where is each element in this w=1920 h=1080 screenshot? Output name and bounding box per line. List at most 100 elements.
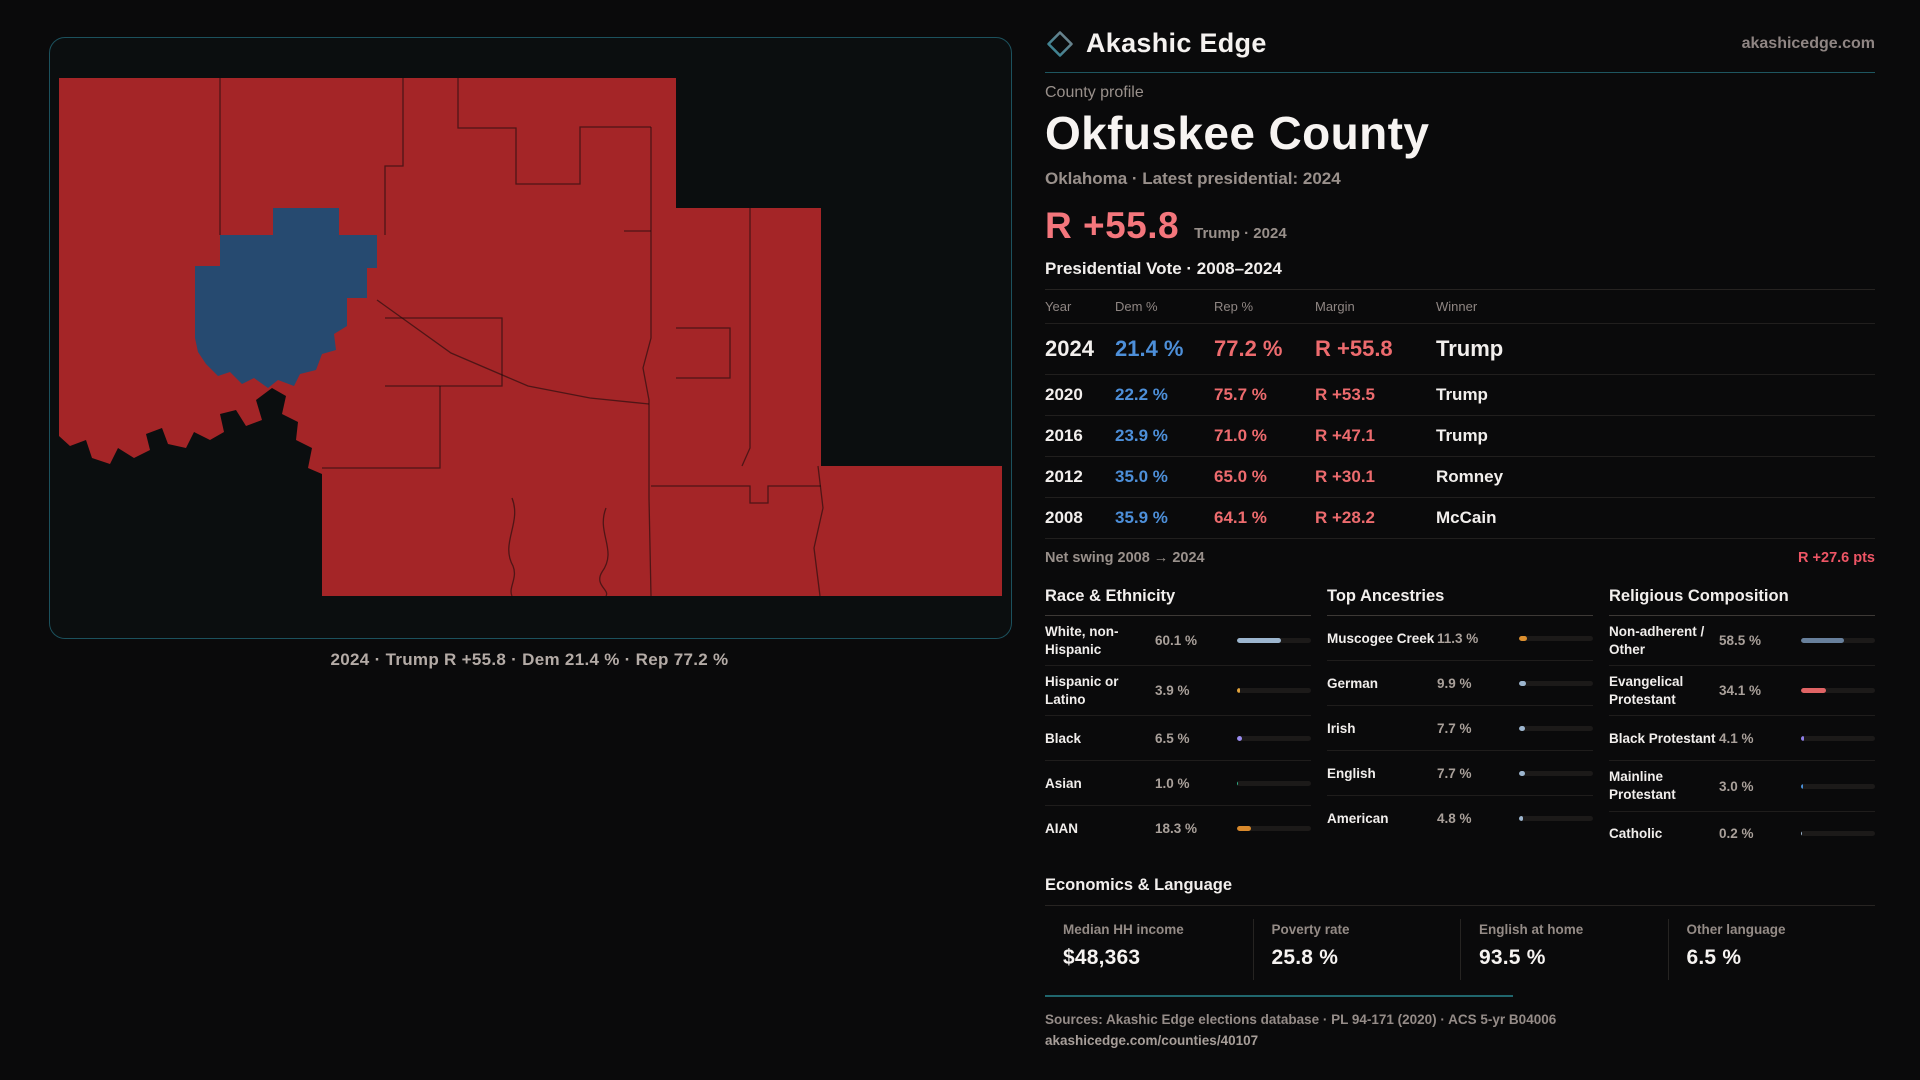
demo-bar-track bbox=[1237, 638, 1311, 644]
demo-bar-fill bbox=[1237, 780, 1238, 786]
vote-row-2020: 2020 22.2 % 75.7 % R +53.5 Trump bbox=[1045, 374, 1875, 415]
stat-label: Median HH income bbox=[1063, 921, 1184, 937]
demo-bar-track bbox=[1237, 688, 1311, 694]
demo-value: 7.7 % bbox=[1437, 765, 1472, 781]
stat-card: Other language 6.5 % bbox=[1667, 918, 1876, 980]
cell-margin: R +47.1 bbox=[1315, 426, 1376, 446]
col-year: Year bbox=[1045, 299, 1072, 315]
net-swing-label: Net swing 2008 → 2024 bbox=[1045, 550, 1205, 567]
demo-value: 7.7 % bbox=[1437, 720, 1472, 736]
demo-bar-fill bbox=[1801, 735, 1805, 741]
demo-label: Catholic bbox=[1609, 825, 1663, 841]
cell-winner: Trump bbox=[1436, 426, 1488, 446]
demo-label: AIAN bbox=[1045, 820, 1078, 836]
demo-bar-fill bbox=[1801, 688, 1827, 694]
brand-domain-link[interactable]: akashicedge.com bbox=[1741, 34, 1875, 52]
col-margin: Margin bbox=[1315, 299, 1355, 315]
demo-row: Catholic 0.2 % bbox=[1609, 810, 1875, 856]
cell-dem: 21.4 % bbox=[1115, 336, 1184, 362]
demo-label: Black bbox=[1045, 730, 1082, 746]
stat-card: Poverty rate 25.8 % bbox=[1252, 918, 1461, 980]
stat-value: 25.8 % bbox=[1271, 945, 1339, 969]
demo-label: Mainline Protestant bbox=[1609, 769, 1676, 803]
demo-row: Hispanic or Latino 3.9 % bbox=[1045, 665, 1311, 715]
demo-bar-track bbox=[1237, 780, 1311, 786]
demo-column-title: Top Ancestries bbox=[1327, 587, 1593, 617]
precinct-map-card bbox=[49, 37, 1012, 639]
demo-row: Irish 7.7 % bbox=[1327, 705, 1593, 750]
stat-value: 6.5 % bbox=[1686, 945, 1742, 969]
demo-bar-track bbox=[1519, 680, 1593, 686]
demo-row: Mainline Protestant 3.0 % bbox=[1609, 760, 1875, 810]
demo-value: 9.9 % bbox=[1437, 675, 1472, 691]
demo-label: Asian bbox=[1045, 775, 1082, 791]
demo-bar-track bbox=[1801, 735, 1875, 741]
economics-title: Economics & Language bbox=[1045, 876, 1875, 906]
stat-label: English at home bbox=[1479, 921, 1584, 937]
demo-bar-fill bbox=[1801, 783, 1804, 789]
demo-label: English bbox=[1327, 765, 1376, 781]
demo-label: Non-adherent / Other bbox=[1609, 624, 1705, 657]
demo-label: Muscogee Creek bbox=[1327, 630, 1435, 646]
demo-value: 11.3 % bbox=[1437, 630, 1479, 646]
header-divider bbox=[1045, 72, 1875, 73]
cell-margin: R +28.2 bbox=[1315, 508, 1376, 528]
demo-value: 18.3 % bbox=[1155, 820, 1198, 836]
cell-winner: Trump bbox=[1436, 336, 1504, 362]
demo-value: 4.8 % bbox=[1437, 810, 1472, 826]
demo-bar-fill bbox=[1237, 638, 1282, 644]
vote-table: Year Dem % Rep % Margin Winner 2024 21.4 … bbox=[1045, 289, 1875, 575]
cell-rep: 65.0 % bbox=[1214, 467, 1267, 487]
stat-label: Poverty rate bbox=[1271, 921, 1350, 937]
demo-column-title: Religious Composition bbox=[1609, 587, 1875, 617]
republican-precincts-shape bbox=[59, 78, 1002, 596]
page-subtitle: Oklahoma · Latest presidential: 2024 bbox=[1045, 169, 1341, 189]
demo-row: Evangelical Protestant 34.1 % bbox=[1609, 665, 1875, 715]
demo-row: Black Protestant 4.1 % bbox=[1609, 715, 1875, 760]
col-dem: Dem % bbox=[1115, 299, 1158, 315]
cell-winner: Romney bbox=[1436, 467, 1504, 487]
cell-rep: 71.0 % bbox=[1214, 426, 1267, 446]
cell-rep: 77.2 % bbox=[1214, 336, 1283, 362]
vote-row-2024: 2024 21.4 % 77.2 % R +55.8 Trump bbox=[1045, 323, 1875, 374]
cell-year: 2024 bbox=[1045, 336, 1094, 362]
brand-name: Akashic Edge bbox=[1086, 28, 1267, 58]
demo-value: 3.0 % bbox=[1719, 778, 1754, 794]
profile-panel: Akashic Edge akashicedge.com County prof… bbox=[1045, 28, 1875, 1048]
stat-card: English at home 93.5 % bbox=[1460, 918, 1668, 980]
cell-winner: Trump bbox=[1436, 385, 1488, 405]
cell-year: 2008 bbox=[1045, 508, 1083, 528]
net-swing-value: R +27.6 pts bbox=[1798, 550, 1875, 567]
demo-column: Religious Composition Non-adherent / Othe… bbox=[1609, 587, 1875, 855]
stat-value: $48,363 bbox=[1063, 945, 1141, 969]
net-swing-row: Net swing 2008 → 2024 R +27.6 pts bbox=[1045, 538, 1875, 575]
permalink[interactable]: akashicedge.com/counties/40107 bbox=[1045, 1032, 1259, 1048]
vote-table-title: Presidential Vote · 2008–2024 bbox=[1045, 259, 1282, 279]
demo-label: Hispanic or Latino bbox=[1045, 674, 1119, 707]
demo-row: Asian 1.0 % bbox=[1045, 760, 1311, 805]
eyebrow-label: County profile bbox=[1045, 84, 1144, 101]
demo-column-title: Race & Ethnicity bbox=[1045, 587, 1311, 617]
footer-accent-line bbox=[1045, 994, 1513, 997]
headline-margin-value: R +55.8 bbox=[1045, 205, 1180, 247]
demo-value: 1.0 % bbox=[1155, 775, 1190, 791]
demographics-section: Race & Ethnicity White, non-Hispanic 60.1 … bbox=[1045, 587, 1875, 855]
cell-dem: 35.0 % bbox=[1115, 467, 1168, 487]
demo-bar-fill bbox=[1237, 825, 1251, 831]
demo-bar-track bbox=[1801, 831, 1875, 837]
demo-value: 34.1 % bbox=[1719, 683, 1762, 699]
demo-bar-track bbox=[1801, 783, 1875, 789]
demo-label: Irish bbox=[1327, 720, 1356, 736]
demo-row: White, non-Hispanic 60.1 % bbox=[1045, 616, 1311, 665]
demo-column: Race & Ethnicity White, non-Hispanic 60.1 … bbox=[1045, 587, 1311, 855]
demo-value: 0.2 % bbox=[1719, 826, 1754, 842]
demo-bar-track bbox=[1519, 635, 1593, 641]
demo-value: 58.5 % bbox=[1719, 633, 1762, 649]
stat-card: Median HH income $48,363 bbox=[1045, 919, 1253, 980]
demo-label: Black Protestant bbox=[1609, 730, 1716, 746]
cell-dem: 23.9 % bbox=[1115, 426, 1168, 446]
stat-value: 93.5 % bbox=[1479, 945, 1546, 969]
demo-label: White, non-Hispanic bbox=[1045, 624, 1119, 657]
cell-dem: 35.9 % bbox=[1115, 508, 1168, 528]
